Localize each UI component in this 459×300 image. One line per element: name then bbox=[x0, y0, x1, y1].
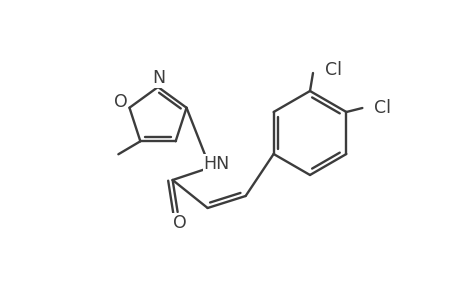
Text: O: O bbox=[173, 214, 186, 232]
Text: O: O bbox=[113, 93, 127, 111]
Text: N: N bbox=[152, 69, 165, 87]
Text: HN: HN bbox=[203, 155, 229, 173]
Text: Cl: Cl bbox=[325, 61, 341, 79]
Text: Cl: Cl bbox=[374, 99, 391, 117]
